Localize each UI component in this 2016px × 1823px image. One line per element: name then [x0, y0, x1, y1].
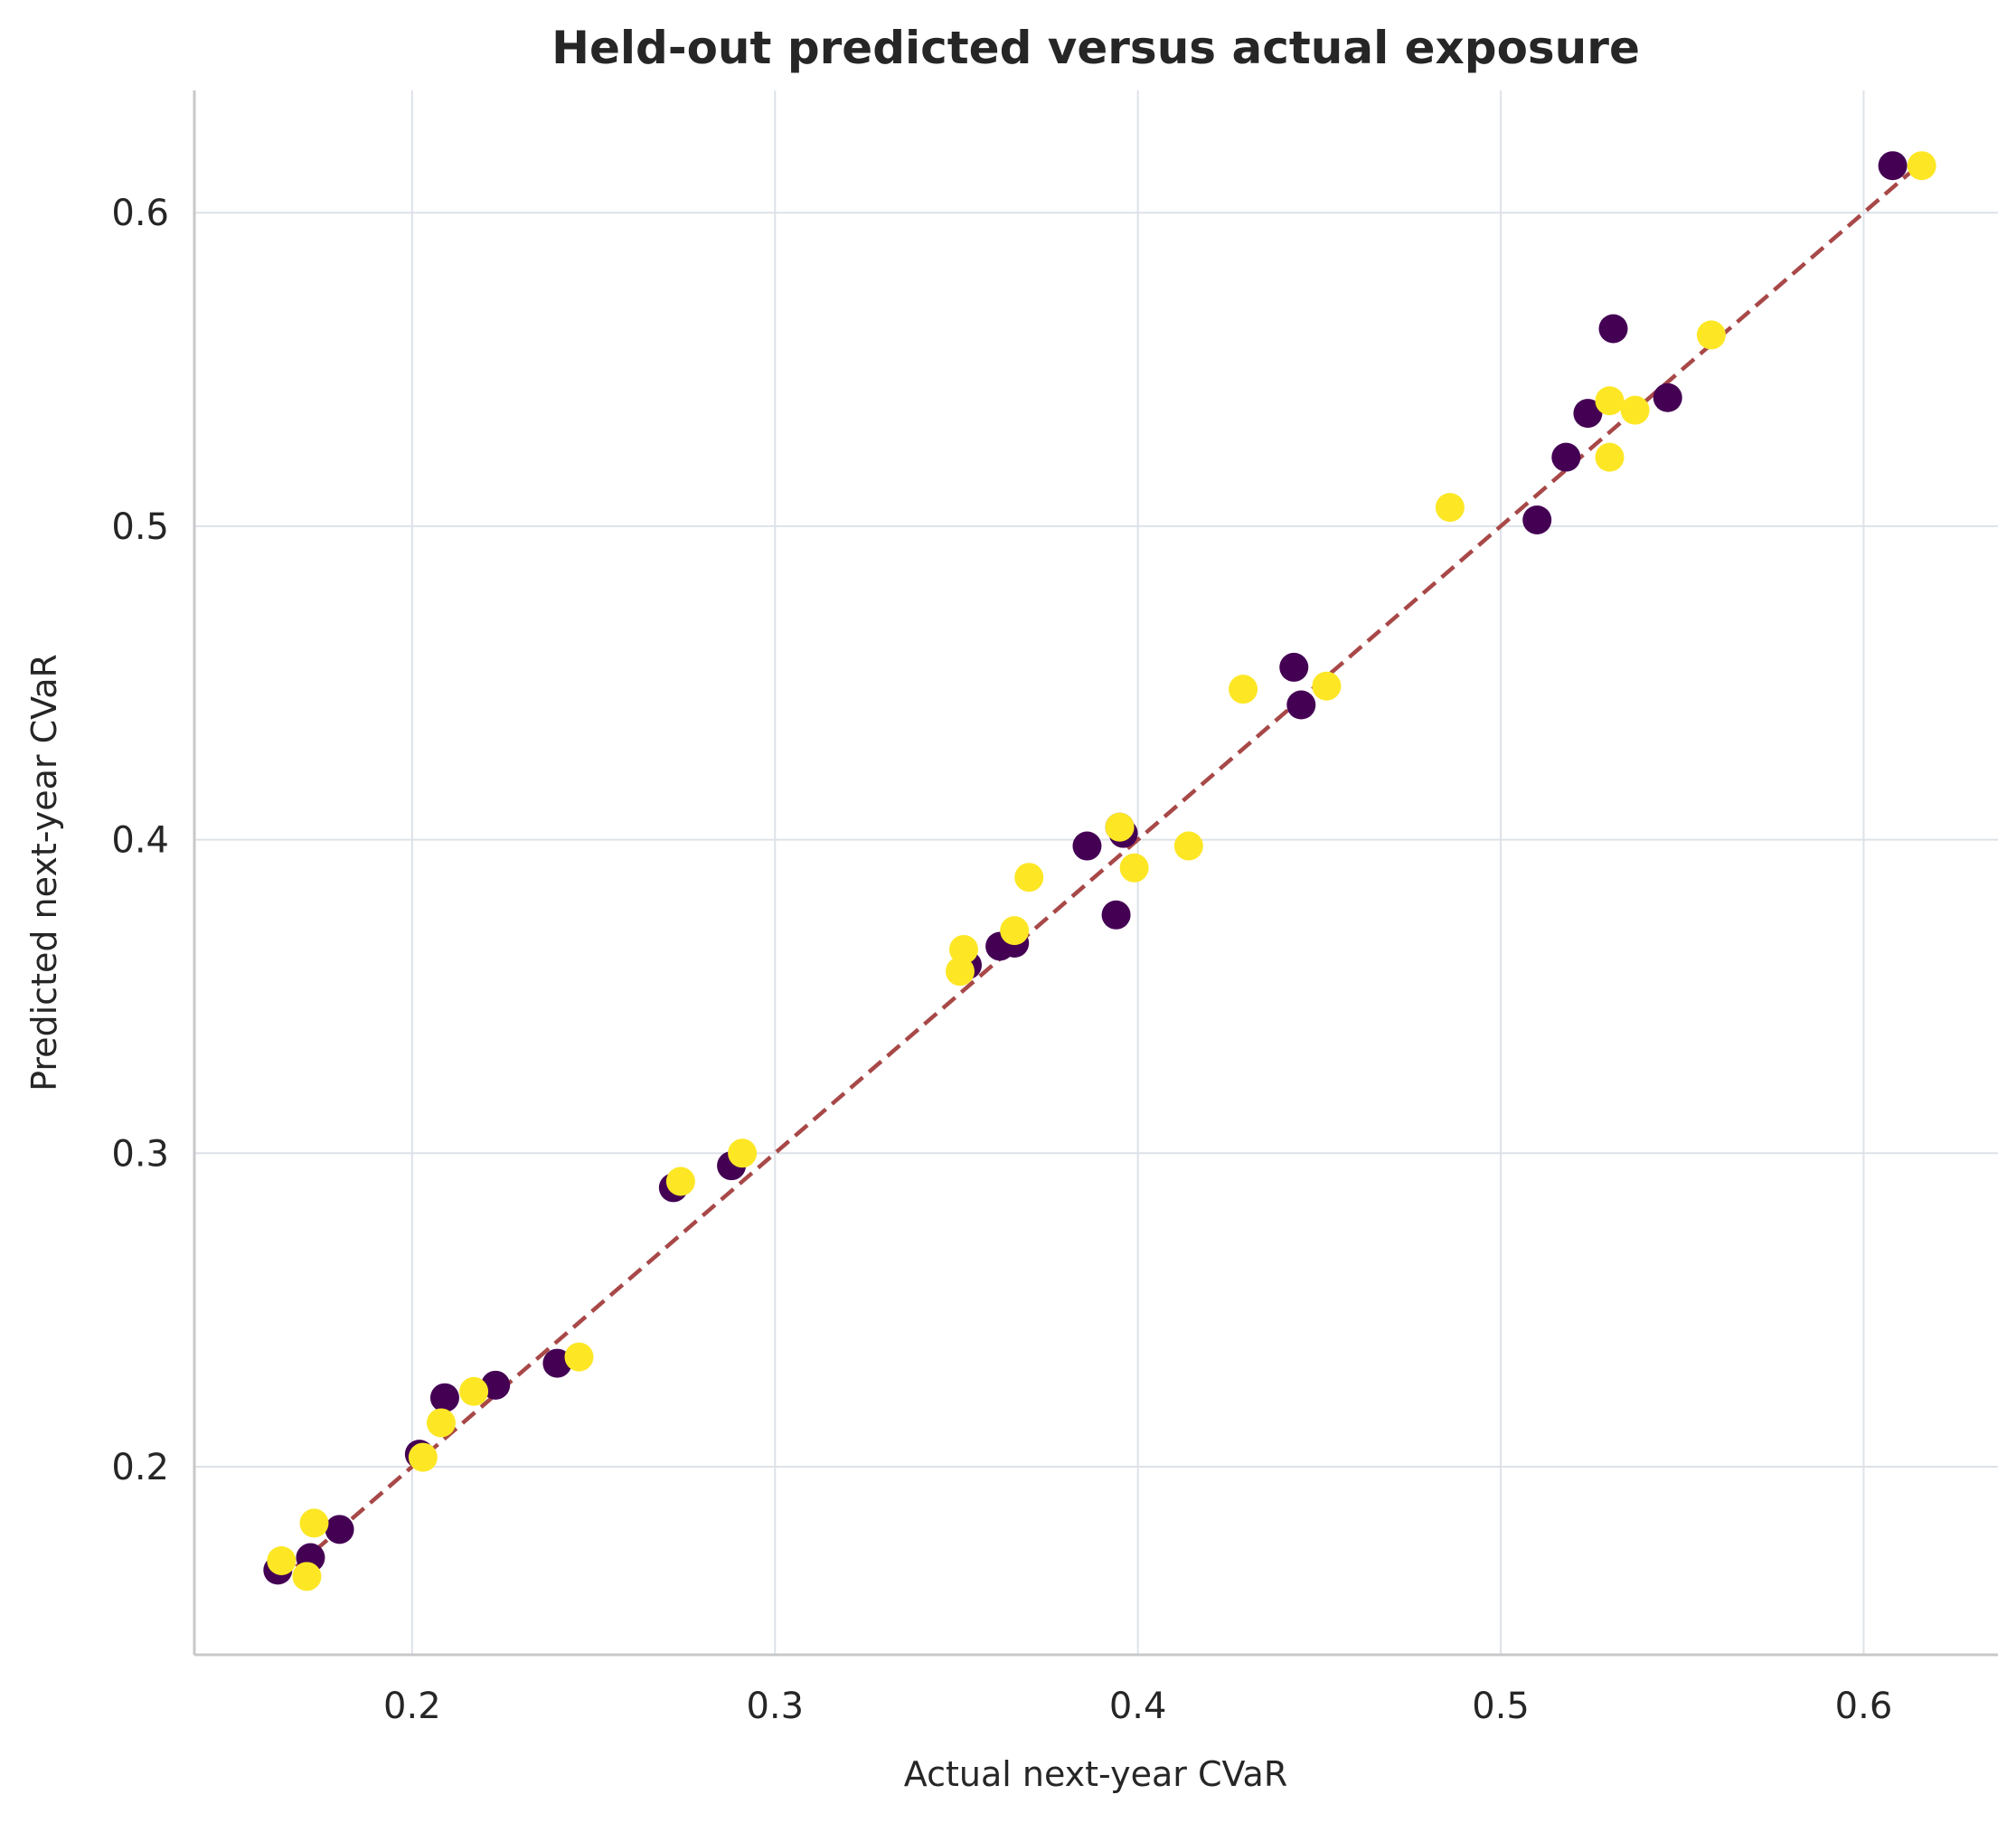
scatter-point — [408, 1442, 438, 1472]
chart-title: Held-out predicted versus actual exposur… — [551, 22, 1640, 74]
scatter-point — [481, 1370, 511, 1400]
scatter-point — [728, 1138, 758, 1168]
scatter-point — [1101, 900, 1131, 930]
scatter-point — [1435, 493, 1465, 523]
scatter-point — [1286, 690, 1316, 720]
scatter-point — [665, 1167, 695, 1196]
y-tick-label: 0.6 — [111, 193, 169, 234]
x-tick-label: 0.2 — [383, 1686, 441, 1727]
scatter-point — [1173, 831, 1203, 861]
y-tick-label: 0.3 — [111, 1133, 169, 1175]
scatter-point — [948, 934, 978, 964]
axes-layer — [193, 90, 1998, 1657]
scatter-point — [1696, 320, 1726, 350]
scatter-point — [299, 1508, 329, 1538]
ticks-layer: 0.2 0.3 0.4 0.5 0.6 0.2 0.3 0.4 0.5 0.6 — [111, 193, 1892, 1727]
scatter-point — [1878, 151, 1908, 181]
scatter-point — [325, 1515, 354, 1544]
y-tick-label: 0.4 — [111, 820, 169, 862]
scatter-point — [1551, 442, 1581, 472]
scatter-point — [1229, 675, 1258, 704]
scatter-point — [1598, 314, 1628, 344]
x-tick-label: 0.3 — [746, 1686, 804, 1727]
scatter-point — [1312, 671, 1342, 701]
scatter-point — [1620, 395, 1650, 425]
y-tick-label: 0.2 — [111, 1447, 169, 1488]
scatter-point — [1105, 812, 1135, 842]
scatter-point — [426, 1408, 456, 1438]
reference-line-layer — [276, 161, 1924, 1584]
scatter-point — [542, 1348, 572, 1378]
scatter-point — [1522, 505, 1552, 534]
scatter-point — [1573, 399, 1603, 429]
identity-reference-line — [276, 161, 1924, 1584]
x-tick-label: 0.4 — [1109, 1686, 1167, 1727]
scatter-point — [945, 957, 975, 987]
scatter-point — [1119, 853, 1149, 883]
scatter-point — [1279, 652, 1309, 682]
scatter-point — [267, 1545, 297, 1575]
scatter-point — [1072, 831, 1102, 861]
points-layer — [263, 151, 1936, 1592]
scatter-point — [429, 1383, 459, 1412]
scatter-point — [1595, 442, 1625, 472]
scatter-point — [564, 1342, 594, 1372]
y-tick-label: 0.5 — [111, 506, 169, 548]
y-axis-label: Predicted next-year CVaR — [24, 654, 64, 1091]
x-tick-label: 0.5 — [1472, 1686, 1530, 1727]
x-tick-label: 0.6 — [1835, 1686, 1893, 1727]
scatter-point — [1014, 863, 1044, 893]
scatter-point — [1000, 916, 1030, 946]
scatter-point — [459, 1376, 489, 1406]
grid-layer — [194, 90, 1998, 1655]
scatter-point — [292, 1562, 322, 1592]
x-axis-label: Actual next-year CVaR — [904, 1754, 1287, 1794]
scatter-point — [1653, 383, 1682, 412]
scatter-point — [1595, 386, 1625, 416]
scatter-point — [1907, 151, 1936, 181]
